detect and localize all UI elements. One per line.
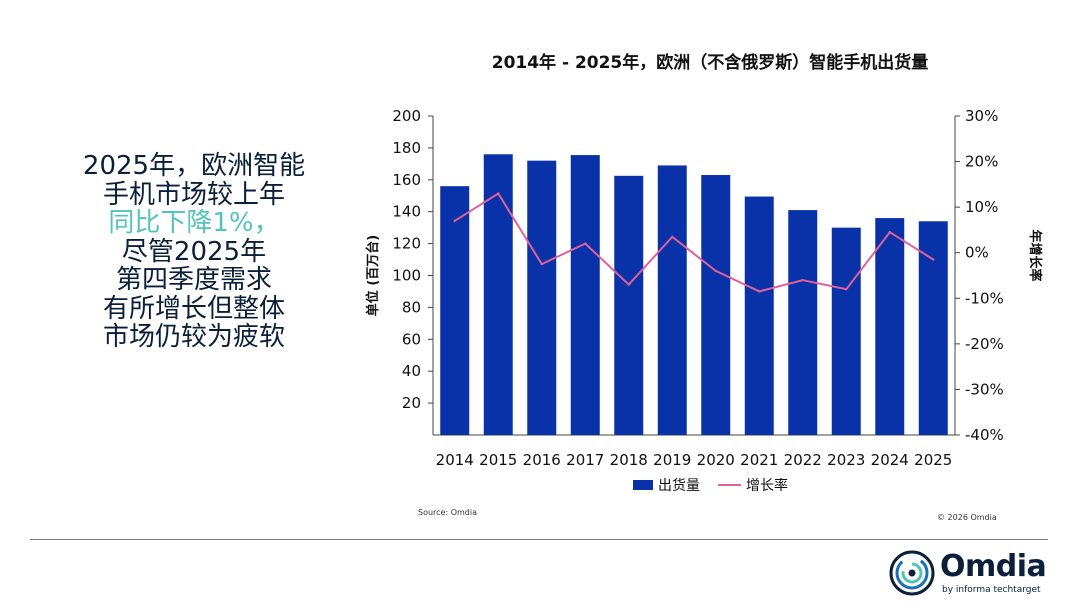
x-tick-label: 2016 xyxy=(523,451,561,469)
x-tick-label: 2018 xyxy=(610,451,648,469)
bar-2022 xyxy=(788,210,818,435)
y2-tick-label: 30% xyxy=(965,107,998,125)
legend-label-shipments: 出货量 xyxy=(658,477,700,494)
chart-title: 2014年 - 2025年，欧洲（不含俄罗斯）智能手机出货量 xyxy=(491,53,929,73)
y2-axis-title: 年增长率 xyxy=(1027,229,1043,281)
growth-point-2022 xyxy=(801,278,804,282)
bar-2014 xyxy=(440,186,470,435)
headline-highlight: 同比下降1%， xyxy=(108,208,280,238)
bar-2015 xyxy=(483,154,513,435)
headline-line: 尽管2025年 xyxy=(121,236,267,267)
headline: 2025年，欧洲智能 手机市场较上年 同比下降1%， 尽管2025年 第四季度需… xyxy=(70,152,318,352)
brand-tagline: by informa techtarget xyxy=(942,585,1041,595)
growth-point-2024 xyxy=(888,231,891,234)
legend-swatch-shipments xyxy=(633,480,653,490)
headline-line: 第四季度需求 xyxy=(115,265,272,295)
footer-divider xyxy=(30,539,1048,540)
growth-point-2023 xyxy=(845,287,848,291)
bar-2016 xyxy=(527,160,557,435)
x-tick-label: 2014 xyxy=(436,451,474,469)
headline-line: 2025年，欧洲智能 xyxy=(82,151,306,181)
y2-tick-label: -40% xyxy=(965,426,1004,444)
growth-point-2015 xyxy=(497,192,500,195)
y-axis-title: 单位 (百万台) xyxy=(365,235,381,316)
growth-rate-line xyxy=(454,192,934,293)
bar-2023 xyxy=(831,227,861,435)
y-tick-label: 100 xyxy=(392,267,421,285)
y-tick-label: 140 xyxy=(392,203,421,221)
y-tick-label: 180 xyxy=(392,139,421,157)
legend-label-growth: 增长率 xyxy=(746,477,788,494)
y2-tick-label: 10% xyxy=(965,198,998,216)
y2-tick-label: 0% xyxy=(965,244,989,262)
y-tick-label: 40 xyxy=(402,362,421,380)
y-tick-label: 120 xyxy=(392,235,421,253)
omdia-logo-icon xyxy=(889,550,935,596)
y2-tick-label: 20% xyxy=(965,153,998,171)
bar-2025 xyxy=(918,221,948,435)
bar-2020 xyxy=(701,175,731,435)
growth-point-2014 xyxy=(453,219,456,223)
omdia-logo: Omdia by informa techtarget xyxy=(888,549,1048,599)
x-tick-label: 2025 xyxy=(914,451,952,469)
bar-2017 xyxy=(570,155,600,435)
x-tick-label: 2021 xyxy=(740,451,778,469)
x-tick-label: 2024 xyxy=(871,451,909,469)
growth-point-2020 xyxy=(714,269,717,273)
shipments-chart: 20 40 60 80 100 120 140 160 180 200 30% 20% 10% 0% -10… xyxy=(365,107,1043,494)
growth-point-2017 xyxy=(584,242,587,245)
x-tick-label: 2015 xyxy=(479,451,517,469)
growth-point-2019 xyxy=(671,235,674,238)
growth-point-2021 xyxy=(758,290,761,293)
y2-tick-label: -20% xyxy=(965,335,1004,353)
bar-2019 xyxy=(657,165,687,435)
y-tick-label: 200 xyxy=(392,107,421,125)
y-tick-label: 60 xyxy=(402,330,421,348)
y2-tick-label: -30% xyxy=(965,380,1004,398)
growth-point-2016 xyxy=(540,262,543,266)
headline-line: 手机市场较上年 xyxy=(102,179,285,210)
growth-point-2018 xyxy=(627,283,630,286)
y2-tick-label: -10% xyxy=(965,289,1004,307)
x-tick-label: 2023 xyxy=(827,451,865,469)
growth-point-2025 xyxy=(932,258,935,261)
x-tick-label: 2020 xyxy=(697,451,735,469)
headline-line: 市场仍较为疲软 xyxy=(102,322,285,352)
x-tick-label: 2022 xyxy=(784,451,822,469)
bar-2021 xyxy=(744,196,774,435)
headline-line: 有所增长但整体 xyxy=(102,293,285,324)
x-tick-label: 2019 xyxy=(653,451,691,469)
y-tick-label: 20 xyxy=(402,394,421,412)
y-tick-label: 160 xyxy=(392,171,421,189)
x-tick-label: 2017 xyxy=(566,451,604,469)
y-tick-label: 80 xyxy=(402,298,421,316)
bar-2018 xyxy=(614,175,644,435)
bar-2024 xyxy=(875,218,905,435)
copyright-note: © 2026 Omdia xyxy=(937,513,997,522)
brand-name: Omdia xyxy=(940,549,1047,584)
source-note: Source: Omdia xyxy=(418,508,478,517)
